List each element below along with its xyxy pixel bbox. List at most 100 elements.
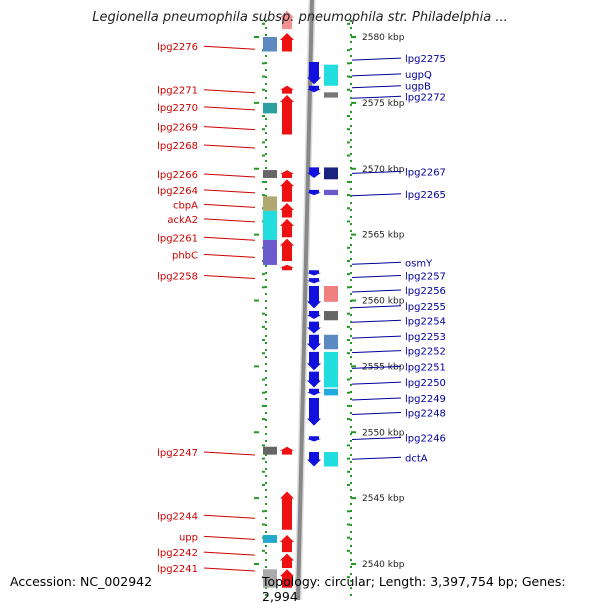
forward-annotation-block [263,210,277,240]
scale-tick-left [254,497,259,500]
forward-annotation-block [263,535,277,543]
track-dot [350,202,352,204]
reverse-leader-line [351,350,402,354]
track-dot [350,104,352,106]
track-dot [265,454,267,456]
forward-annotation-block [263,196,277,211]
reverse-annotation-block [324,64,338,86]
track-dot [265,27,267,29]
track-dot [265,62,267,64]
minor-tick [262,549,265,552]
forward-gene-label: lpg2264 [157,186,198,197]
track-dot [265,342,267,344]
track-dot [265,384,267,386]
minor-tick [347,457,350,460]
track-dot [350,496,352,498]
forward-leader-line [203,218,256,223]
minor-tick [347,286,350,289]
reverse-gene-label: lpg2249 [405,394,446,405]
track-dot [350,510,352,512]
accession-text: Accession: NC_002942 [10,574,153,589]
reverse-leader-line [351,437,402,441]
minor-tick [347,404,350,407]
reverse-gene-arrow [307,311,321,319]
track-dot [265,125,267,127]
reverse-gene-arrow [307,371,321,388]
track-dot [350,587,352,589]
track-dot [265,475,267,477]
track-dot [265,531,267,533]
reverse-gene-label: lpg2257 [405,271,446,282]
forward-gene-label: lpg2271 [157,86,198,97]
scale-tick-left [254,36,259,38]
minor-tick [347,418,350,421]
forward-leader-line [203,451,256,456]
forward-leader-line [203,203,256,208]
track-dot [350,209,352,211]
track-dot [265,160,267,162]
forward-gene-label: lpg2258 [157,271,198,282]
track-dot [350,517,352,519]
track-dot [350,398,352,400]
track-dot [350,538,352,540]
reverse-leader-line [351,73,402,77]
track-dot [265,510,267,512]
forward-gene-arrow [280,264,294,271]
minor-tick [262,470,265,473]
reverse-gene-label: lpg2251 [405,362,446,373]
track-dot [265,587,267,589]
scale-tick-label: 2565 kbp [362,231,405,241]
minor-tick [262,154,265,157]
track-dot [350,83,352,85]
minor-tick [262,404,265,407]
reverse-annotation-block [324,388,338,396]
track-dot [350,90,352,92]
reverse-gene-arrow [307,436,321,442]
forward-gene-arrow [280,491,294,530]
scale-tick-left [254,365,259,368]
track-dot [350,419,352,421]
track-dot [265,496,267,498]
track-dot [350,412,352,414]
forward-gene-label: lpg2266 [157,170,198,181]
track-dot [265,440,267,442]
track-dot [350,482,352,484]
track-dot [350,69,352,71]
reverse-leader-line [351,193,402,197]
track-dot [265,153,267,155]
track-dot [350,293,352,295]
forward-gene-label: lpg2242 [157,548,198,559]
forward-leader-line [203,106,256,111]
track-dot [265,132,267,134]
scale-tick-label: 2560 kbp [362,297,405,307]
forward-annotation-block [263,102,277,114]
minor-tick [347,180,350,183]
track-dot [265,349,267,351]
minor-tick [347,88,350,91]
track-dot [350,475,352,477]
reverse-gene-label: lpg2255 [405,302,446,313]
track-dot [350,559,352,561]
minor-tick [262,88,265,91]
track-dot [350,356,352,358]
forward-gene-arrow [280,85,294,94]
scale-tick [351,497,356,500]
minor-tick [262,273,265,276]
forward-gene-label: lpg2244 [157,511,198,522]
minor-tick [347,115,350,118]
reverse-leader-line [351,381,402,385]
track-dot [265,300,267,302]
genome-backbone [294,0,316,600]
track-dot [350,461,352,463]
track-dot [265,181,267,183]
forward-gene-label: lpg2261 [157,233,198,244]
track-dot [350,573,352,575]
track-dot [265,356,267,358]
minor-tick [262,339,265,342]
track-dot [350,300,352,302]
forward-gene-label: upp [179,532,198,543]
forward-leader-line [203,236,256,241]
reverse-gene-label: lpg2272 [405,92,446,103]
forward-gene-arrow [280,446,294,455]
reverse-leader-line [351,411,402,415]
